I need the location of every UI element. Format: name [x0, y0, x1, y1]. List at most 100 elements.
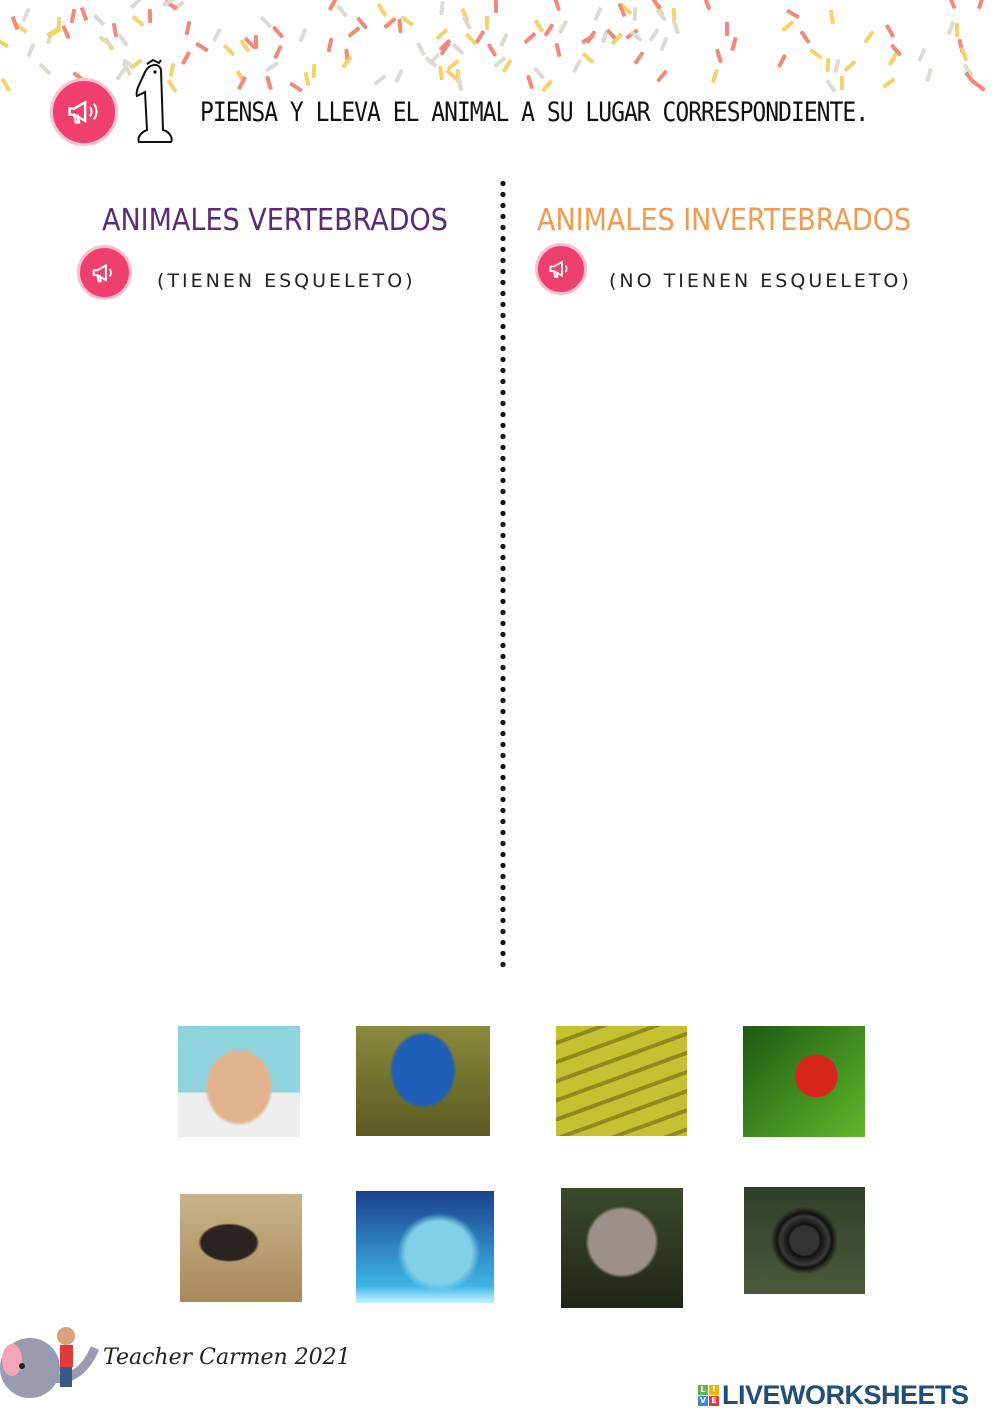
confetti-piece	[702, 0, 711, 11]
confetti-piece	[195, 41, 210, 53]
confetti-piece	[730, 36, 739, 52]
confetti-piece	[592, 6, 603, 22]
confetti-piece	[376, 2, 388, 17]
confetti-piece	[92, 13, 105, 27]
vertebrates-heading: ANIMALES VERTEBRADOS	[102, 203, 448, 238]
confetti-piece	[396, 18, 403, 34]
confetti-piece	[265, 61, 280, 73]
vertebrates-subtitle: (TIENEN ESQUELETO)	[157, 270, 416, 292]
liveworksheets-logo[interactable]: L I V E LIVEWORKSHEETS	[698, 1380, 969, 1411]
elephant-teacher-avatar	[0, 1327, 100, 1398]
confetti-piece	[715, 49, 723, 64]
confetti-piece	[947, 0, 957, 10]
confetti-piece	[451, 42, 465, 56]
confetti-piece	[554, 42, 562, 58]
confetti-piece	[399, 15, 414, 27]
confetti-piece	[439, 41, 451, 56]
logo-letter: I	[709, 1385, 719, 1395]
invertebrates-audio-button[interactable]	[535, 243, 587, 295]
confetti-piece	[825, 58, 831, 73]
megaphone-icon	[549, 260, 568, 278]
confetti-piece	[977, 0, 985, 10]
confetti-piece	[116, 32, 129, 47]
confetti-piece	[843, 59, 857, 72]
confetti-piece	[373, 74, 387, 87]
millipede-image[interactable]	[744, 1187, 865, 1294]
confetti-piece	[959, 46, 968, 62]
confetti-piece	[523, 31, 537, 45]
confetti-piece	[21, 7, 32, 23]
ladybug-image[interactable]	[743, 1026, 865, 1137]
confetti-piece	[61, 25, 71, 40]
megaphone-icon	[68, 100, 98, 125]
rabbit-image[interactable]	[178, 1026, 300, 1137]
confetti-piece	[632, 7, 638, 22]
logo-text: LIVEWORKSHEETS	[722, 1380, 969, 1410]
logo-letter: V	[698, 1396, 708, 1406]
blue-frog-image[interactable]	[356, 1026, 490, 1136]
ostrich-image[interactable]	[180, 1194, 302, 1302]
confetti-piece	[552, 0, 561, 12]
confetti-piece	[785, 8, 800, 19]
invertebrates-title: ANIMALES INVERTEBRADOS	[537, 203, 912, 238]
confetti-piece	[437, 66, 444, 81]
number-one-dog-icon	[135, 58, 173, 143]
vertebrates-audio-button[interactable]	[77, 245, 132, 300]
confetti-piece	[298, 27, 309, 43]
confetti-piece	[840, 76, 845, 91]
confetti-piece	[129, 0, 143, 10]
wolf-image[interactable]	[561, 1188, 683, 1308]
confetti-piece	[499, 32, 510, 47]
audio-megaphone-button[interactable]	[50, 78, 118, 146]
confetti-piece	[650, 0, 663, 10]
confetti-piece	[289, 81, 304, 93]
megaphone-icon	[92, 263, 112, 283]
confetti-piece	[38, 62, 52, 76]
confetti-piece	[273, 44, 284, 59]
confetti-piece	[884, 24, 896, 39]
invertebrates-drop-zone[interactable]	[515, 310, 965, 960]
vertebrates-drop-zone[interactable]	[40, 310, 490, 960]
confetti-piece	[264, 76, 273, 91]
confetti-piece	[383, 17, 397, 30]
logo-letter: E	[709, 1396, 719, 1406]
confetti-piece	[659, 37, 669, 52]
snake-image[interactable]	[556, 1026, 687, 1136]
confetti-piece	[887, 52, 898, 67]
confetti-piece	[303, 71, 311, 87]
confetti-piece	[222, 43, 236, 57]
confetti-piece	[335, 4, 348, 18]
confetti-piece	[484, 16, 489, 31]
confetti-piece	[829, 9, 836, 25]
confetti-piece	[26, 42, 36, 58]
guppy-fish-image[interactable]	[356, 1191, 494, 1303]
confetti-piece	[326, 38, 334, 53]
confetti-piece	[312, 64, 317, 79]
confetti-piece	[461, 16, 473, 31]
confetti-piece	[493, 0, 499, 14]
confetti-piece	[131, 14, 145, 28]
confetti-piece	[781, 19, 795, 32]
confetti-piece	[184, 20, 192, 36]
teacher-signature: Teacher Carmen 2021	[103, 1345, 351, 1370]
confetti-piece	[833, 58, 841, 73]
confetti-piece	[711, 68, 720, 84]
confetti-piece	[541, 79, 554, 93]
confetti-piece	[259, 15, 273, 29]
confetti-piece	[633, 50, 645, 65]
confetti-piece	[558, 20, 569, 35]
confetti-piece	[111, 22, 118, 38]
confetti-piece	[434, 27, 449, 41]
logo-letter: L	[698, 1385, 708, 1395]
confetti-piece	[543, 23, 555, 38]
confetti-piece	[526, 74, 535, 90]
confetti-piece	[79, 6, 89, 22]
confetti-piece	[439, 1, 446, 16]
confetti-piece	[0, 78, 11, 93]
confetti-piece	[825, 78, 837, 93]
confetti-piece	[882, 76, 896, 89]
confetti-piece	[69, 8, 76, 23]
confetti-piece	[917, 47, 928, 62]
confetti-piece	[0, 38, 10, 49]
